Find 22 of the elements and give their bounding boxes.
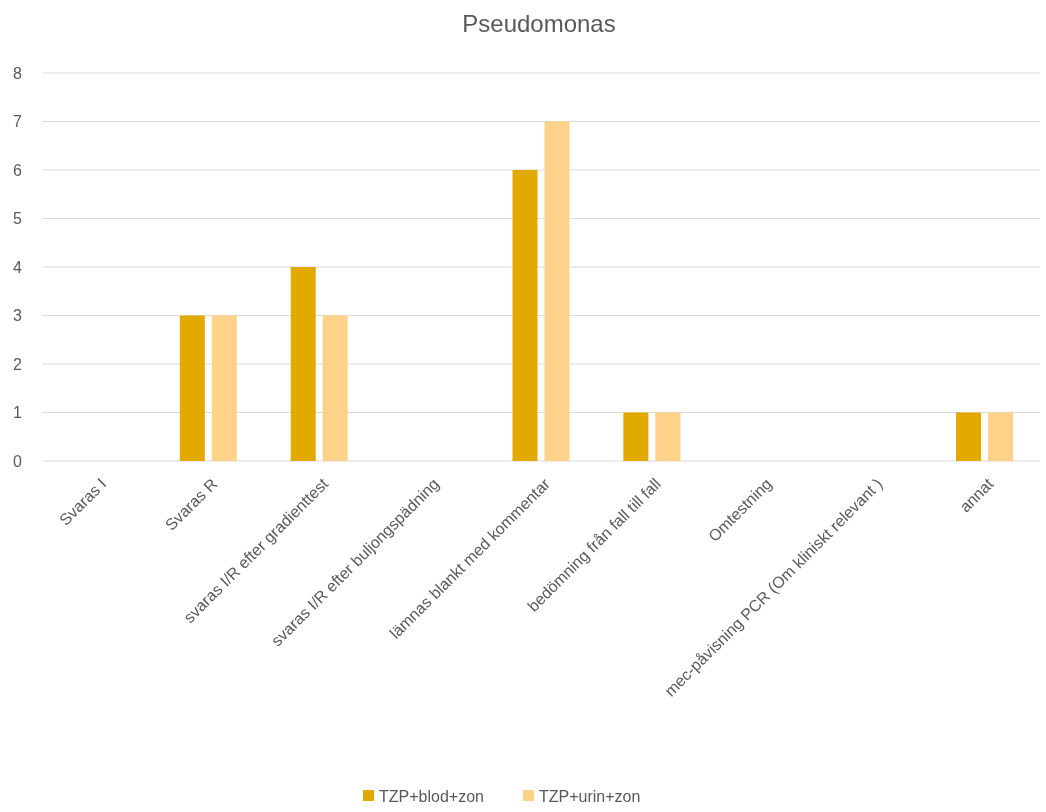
chart-title: Pseudomonas	[462, 10, 616, 37]
bar	[512, 170, 538, 461]
legend-label: TZP+urin+zon	[539, 787, 641, 805]
bar	[211, 315, 237, 461]
bar	[988, 412, 1014, 461]
bar	[179, 315, 205, 461]
y-tick-label: 0	[13, 452, 23, 470]
y-tick-label: 6	[13, 161, 23, 179]
bar	[322, 315, 348, 461]
bar	[956, 412, 982, 461]
bar	[544, 121, 570, 461]
y-tick-label: 5	[13, 210, 23, 228]
bar	[655, 412, 681, 461]
y-tick-label: 8	[13, 64, 23, 82]
y-tick-label: 4	[13, 258, 23, 276]
bar	[290, 267, 316, 461]
y-tick-label: 1	[13, 404, 23, 422]
bar	[623, 412, 649, 461]
legend-label: TZP+blod+zon	[379, 787, 484, 805]
y-tick-label: 7	[13, 113, 23, 131]
y-tick-label: 2	[13, 355, 23, 373]
y-tick-label: 3	[13, 307, 23, 325]
